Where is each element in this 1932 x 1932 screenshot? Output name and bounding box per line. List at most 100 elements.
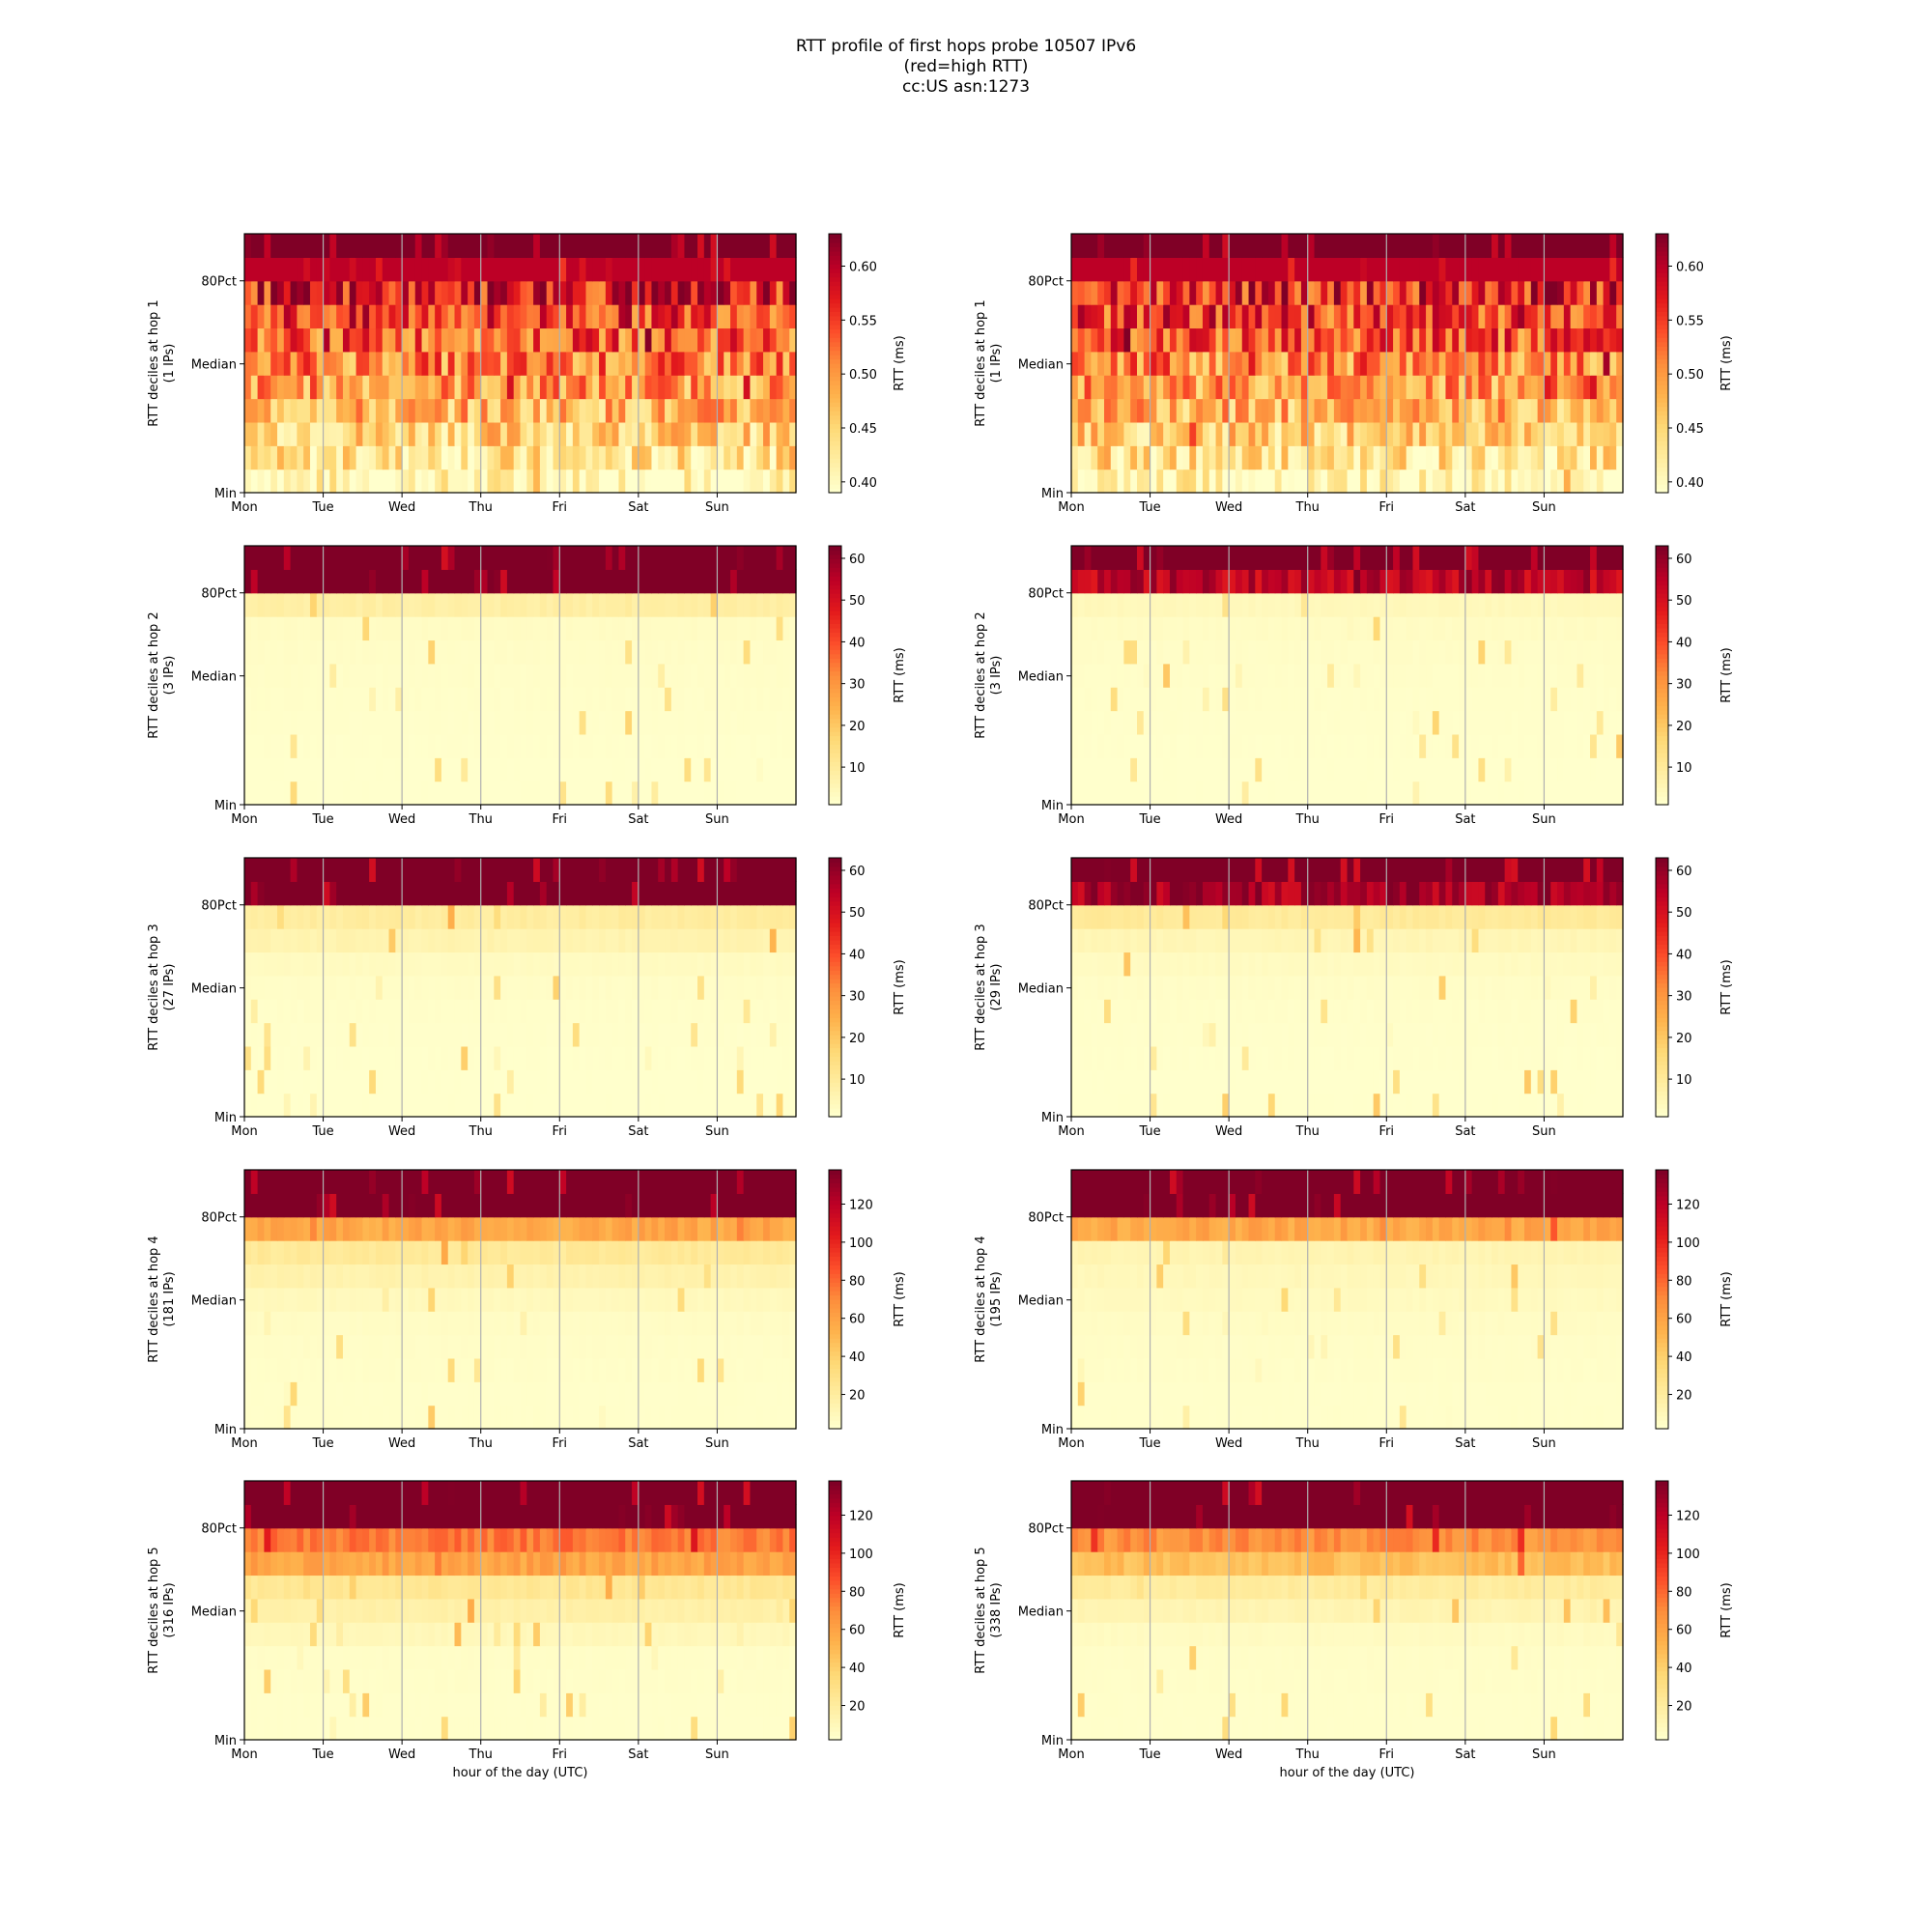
heat-cell	[1504, 234, 1513, 258]
heat-cell	[1071, 781, 1079, 806]
heat-cell	[769, 546, 778, 570]
heat-cell	[1163, 569, 1171, 594]
heat-cell	[513, 928, 522, 953]
heat-cell	[697, 639, 705, 665]
heat-cell	[1478, 280, 1486, 305]
heat-cell	[1196, 616, 1204, 641]
heat-cell	[1485, 257, 1492, 282]
heat-cell	[1340, 280, 1349, 305]
heat-cell	[440, 781, 449, 806]
heat-cell	[264, 952, 271, 977]
heat-cell	[1438, 327, 1447, 353]
heat-cell	[440, 999, 449, 1024]
heat-cell	[1577, 398, 1584, 423]
heat-cell	[408, 710, 416, 735]
heat-cell	[355, 1069, 363, 1094]
heat-cell	[1281, 733, 1289, 758]
heat-cell	[592, 569, 600, 594]
heat-cell	[1071, 469, 1079, 494]
heat-cell	[750, 304, 757, 329]
heat-cell	[533, 569, 541, 594]
heat-cell	[618, 904, 626, 929]
heat-cell	[454, 1093, 462, 1118]
heat-cell	[506, 469, 515, 494]
colorbar-step	[829, 696, 841, 702]
heat-cell	[585, 234, 593, 258]
heat-cell	[342, 421, 351, 446]
heat-cell	[743, 710, 752, 735]
heat-cell	[658, 280, 666, 305]
heat-cell	[1366, 757, 1375, 782]
heat-cell	[670, 234, 679, 258]
heat-cell	[303, 234, 311, 258]
heat-cell	[1577, 445, 1584, 470]
heat-cell	[480, 469, 489, 494]
heat-cell	[1248, 421, 1256, 446]
heat-cell	[1471, 327, 1480, 353]
heat-cell	[789, 663, 797, 688]
heat-cell	[756, 327, 764, 353]
heat-cell	[447, 280, 456, 305]
heat-cell	[1478, 616, 1486, 641]
heat-cell	[1143, 546, 1151, 570]
heat-cell	[270, 639, 278, 665]
heat-cell	[1432, 280, 1440, 305]
heat-cell	[1262, 616, 1269, 641]
heat-cell	[290, 1093, 298, 1118]
heat-cell	[270, 398, 278, 423]
heat-cell	[743, 1069, 752, 1094]
heat-cell	[1537, 280, 1546, 305]
heat-cell	[1386, 639, 1394, 665]
heat-cell	[329, 663, 337, 688]
heat-cell	[782, 375, 790, 400]
heat-cell	[395, 757, 403, 782]
heat-cell	[1143, 469, 1151, 494]
heat-cell	[670, 881, 679, 906]
heat-cell	[309, 351, 318, 376]
heat-cell	[526, 952, 534, 977]
colorbar-step	[829, 735, 841, 741]
heat-cell	[1530, 569, 1539, 594]
heat-cell	[1426, 304, 1434, 329]
heat-cell	[1117, 327, 1124, 353]
heat-cell	[1248, 280, 1256, 305]
heat-cell	[789, 710, 797, 735]
heat-cell	[638, 687, 646, 712]
heat-cell	[1097, 257, 1105, 282]
heat-cell	[526, 280, 534, 305]
heat-cell	[1347, 375, 1354, 400]
heat-cell	[776, 616, 784, 641]
heat-cell	[632, 710, 639, 735]
heat-cell	[513, 858, 522, 882]
heat-cell	[599, 304, 607, 329]
heat-cell	[395, 733, 403, 758]
heat-cell	[579, 280, 587, 305]
heat-cell	[559, 280, 567, 305]
heat-cell	[1550, 546, 1558, 570]
heat-cell	[1406, 304, 1414, 329]
heat-cell	[1557, 710, 1565, 735]
heat-cell	[1616, 757, 1624, 782]
heat-cell	[303, 304, 311, 329]
heat-cell	[1071, 592, 1079, 617]
heat-cell	[309, 881, 318, 906]
heat-cell	[1583, 280, 1591, 305]
heat-cell	[1353, 257, 1361, 282]
heat-cell	[776, 546, 784, 570]
heat-cell	[1294, 546, 1302, 570]
heat-cell	[369, 952, 377, 977]
heat-cell	[408, 327, 416, 353]
colorbar-step	[829, 796, 841, 802]
heat-cell	[309, 904, 318, 929]
colorbar-step	[1656, 242, 1668, 247]
heat-cell	[697, 445, 705, 470]
heat-cell	[468, 904, 475, 929]
heat-cell	[316, 687, 325, 712]
heat-cell	[670, 327, 679, 353]
heat-cell	[1143, 234, 1151, 258]
heat-cell	[1570, 445, 1578, 470]
heat-cell	[605, 327, 613, 353]
heat-cell	[513, 569, 522, 594]
heat-cell	[487, 280, 495, 305]
heat-cell	[1294, 687, 1302, 712]
